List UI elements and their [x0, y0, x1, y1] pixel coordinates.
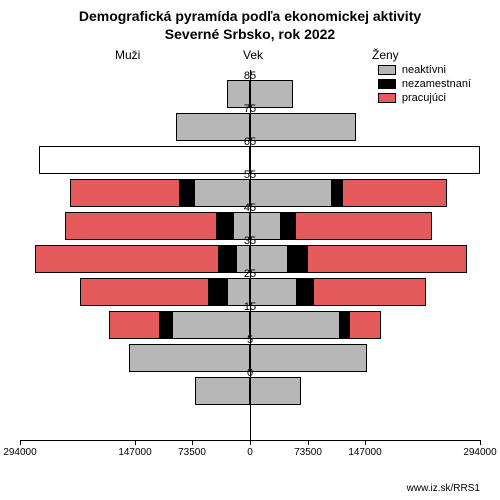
bar-seg-inactive [195, 377, 250, 405]
bar-seg-unemployed [340, 311, 349, 339]
bar-seg-working [307, 245, 467, 273]
bar-seg-special [39, 146, 250, 174]
pyramid-row: 0 [20, 377, 480, 405]
bar-seg-inactive [129, 344, 250, 372]
bar-seg-unemployed [332, 179, 341, 207]
bar-seg-unemployed [297, 278, 313, 306]
x-tick [480, 440, 481, 445]
header-male: Muži [115, 48, 140, 62]
x-axis: 29400014700073500073500147000294000 [20, 440, 480, 470]
bar-seg-unemployed [281, 212, 295, 240]
bar-seg-unemployed [180, 179, 194, 207]
bar-seg-working [349, 311, 380, 339]
bar-seg-unemployed [288, 245, 308, 273]
chart-title-line2: Severné Srbsko, rok 2022 [0, 26, 500, 42]
x-tick-label: 147000 [348, 447, 381, 458]
bar-seg-inactive [250, 377, 301, 405]
bar-seg-unemployed [209, 278, 226, 306]
x-tick-label: 73500 [294, 447, 322, 458]
x-tick-label: 294000 [463, 447, 496, 458]
x-tick-label: 294000 [3, 447, 36, 458]
bar-seg-working [313, 278, 426, 306]
bar-seg-unemployed [160, 311, 172, 339]
plot-area: 857565554535251550 [20, 70, 480, 440]
x-tick-label: 0 [247, 447, 253, 458]
pyramid-chart: Demografická pyramída podľa ekonomickej … [0, 0, 500, 500]
bar-seg-working [65, 212, 218, 240]
x-tick [20, 440, 21, 445]
x-tick [192, 440, 193, 445]
x-tick [135, 440, 136, 445]
bar-seg-unemployed [219, 245, 236, 273]
x-tick [308, 440, 309, 445]
bar-seg-special [250, 146, 480, 174]
bar-seg-working [35, 245, 219, 273]
bar-seg-inactive [250, 113, 356, 141]
bar-seg-unemployed [217, 212, 233, 240]
chart-title-line1: Demografická pyramída podľa ekonomickej … [0, 8, 500, 24]
bar-seg-working [80, 278, 209, 306]
header-age: Vek [243, 48, 263, 62]
bar-seg-working [342, 179, 448, 207]
bar-seg-working [109, 311, 160, 339]
bar-seg-inactive [250, 344, 367, 372]
x-tick-label: 73500 [178, 447, 206, 458]
bar-seg-working [295, 212, 432, 240]
x-tick-label: 147000 [118, 447, 151, 458]
x-tick [250, 440, 251, 445]
bar-seg-working [70, 179, 180, 207]
footer-url: www.iz.sk/RRS1 [407, 483, 480, 494]
x-tick [365, 440, 366, 445]
